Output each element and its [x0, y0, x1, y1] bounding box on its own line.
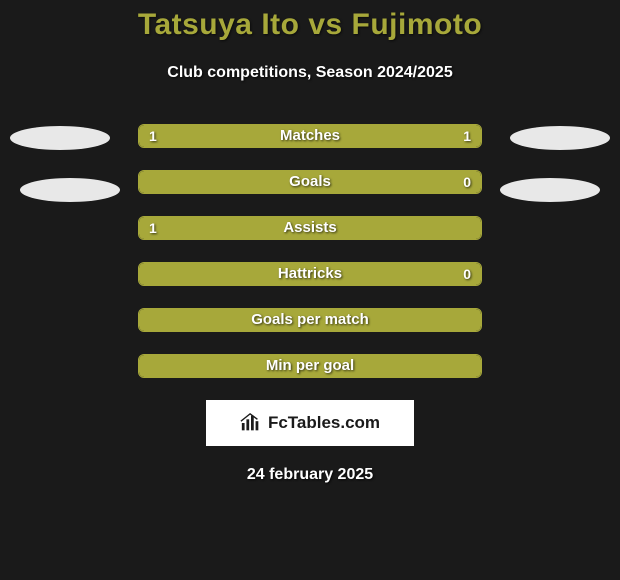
stat-label: Hattricks	[139, 263, 481, 285]
brand-text: FcTables.com	[268, 413, 380, 433]
stat-label: Assists	[139, 217, 481, 239]
stat-row: Goals per match	[138, 308, 482, 332]
stat-rows: 11Matches 0Goals 1Assists 0Hattricks Goals p…	[0, 124, 620, 378]
subtitle: Club competitions, Season 2024/2025	[0, 64, 620, 82]
brand-bars-icon	[240, 412, 262, 434]
stat-row: 0Hattricks	[138, 262, 482, 286]
date-line: 24 february 2025	[0, 466, 620, 484]
brand-box: FcTables.com	[206, 400, 414, 446]
comparison-card: Tatsuya Ito vs Fujimoto Club competition…	[0, 8, 620, 484]
player-left-avatar-placeholder-2	[20, 178, 120, 202]
stat-row: 1Assists	[138, 216, 482, 240]
player-right-avatar-placeholder-2	[500, 178, 600, 202]
stat-row: Min per goal	[138, 354, 482, 378]
stat-label: Goals	[139, 171, 481, 193]
page-title: Tatsuya Ito vs Fujimoto	[0, 8, 620, 42]
player-left-avatar-placeholder-1	[10, 126, 110, 150]
player-right-avatar-placeholder-1	[510, 126, 610, 150]
stat-label: Goals per match	[139, 309, 481, 331]
stats-area: 11Matches 0Goals 1Assists 0Hattricks Goals p…	[0, 124, 620, 378]
stat-row: 0Goals	[138, 170, 482, 194]
stat-label: Min per goal	[139, 355, 481, 377]
stat-row: 11Matches	[138, 124, 482, 148]
stat-label: Matches	[139, 125, 481, 147]
